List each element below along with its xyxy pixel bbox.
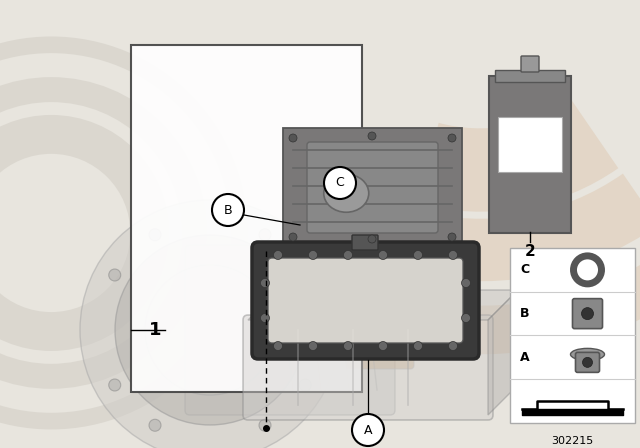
FancyBboxPatch shape: [510, 248, 635, 423]
FancyBboxPatch shape: [252, 242, 479, 359]
FancyBboxPatch shape: [521, 56, 539, 72]
Circle shape: [413, 341, 422, 350]
Circle shape: [289, 134, 297, 142]
Circle shape: [308, 250, 317, 259]
Text: B: B: [520, 307, 529, 320]
FancyBboxPatch shape: [243, 315, 493, 420]
Circle shape: [352, 414, 384, 446]
Circle shape: [115, 235, 305, 425]
Circle shape: [259, 229, 271, 241]
Circle shape: [300, 379, 311, 391]
Circle shape: [413, 250, 422, 259]
Ellipse shape: [324, 174, 369, 212]
Text: B: B: [224, 203, 232, 216]
Circle shape: [449, 341, 458, 350]
FancyBboxPatch shape: [185, 245, 395, 415]
Circle shape: [260, 279, 269, 288]
Circle shape: [273, 341, 282, 350]
Circle shape: [378, 250, 387, 259]
Circle shape: [289, 233, 297, 241]
Circle shape: [461, 314, 470, 323]
Circle shape: [308, 341, 317, 350]
FancyBboxPatch shape: [307, 142, 438, 233]
Circle shape: [448, 134, 456, 142]
Text: A: A: [364, 423, 372, 436]
Circle shape: [582, 358, 593, 367]
Ellipse shape: [570, 349, 605, 360]
Circle shape: [259, 419, 271, 431]
FancyBboxPatch shape: [131, 45, 362, 392]
FancyBboxPatch shape: [489, 76, 571, 233]
Polygon shape: [248, 290, 518, 320]
Circle shape: [300, 269, 311, 281]
Text: C: C: [520, 263, 529, 276]
FancyBboxPatch shape: [268, 258, 463, 343]
FancyBboxPatch shape: [495, 70, 565, 82]
Circle shape: [448, 233, 456, 241]
Circle shape: [582, 308, 593, 319]
Circle shape: [212, 194, 244, 226]
Circle shape: [109, 379, 121, 391]
FancyBboxPatch shape: [498, 117, 562, 172]
Circle shape: [378, 341, 387, 350]
Circle shape: [145, 265, 275, 395]
FancyBboxPatch shape: [352, 235, 378, 250]
Circle shape: [344, 341, 353, 350]
Circle shape: [341, 183, 351, 193]
Circle shape: [368, 132, 376, 140]
Circle shape: [260, 314, 269, 323]
Circle shape: [449, 250, 458, 259]
Circle shape: [461, 279, 470, 288]
Circle shape: [149, 419, 161, 431]
Circle shape: [273, 250, 282, 259]
Circle shape: [344, 250, 353, 259]
Text: 1: 1: [148, 321, 161, 339]
Circle shape: [80, 200, 340, 448]
FancyBboxPatch shape: [575, 353, 600, 372]
Text: A: A: [520, 351, 530, 364]
Text: C: C: [335, 177, 344, 190]
FancyBboxPatch shape: [283, 128, 462, 247]
FancyBboxPatch shape: [346, 271, 414, 369]
Text: 2: 2: [525, 245, 536, 259]
Text: 302215: 302215: [551, 436, 593, 446]
Circle shape: [109, 269, 121, 281]
Circle shape: [324, 167, 356, 199]
Circle shape: [149, 229, 161, 241]
Circle shape: [368, 235, 376, 243]
Polygon shape: [488, 290, 518, 415]
FancyBboxPatch shape: [573, 299, 602, 329]
